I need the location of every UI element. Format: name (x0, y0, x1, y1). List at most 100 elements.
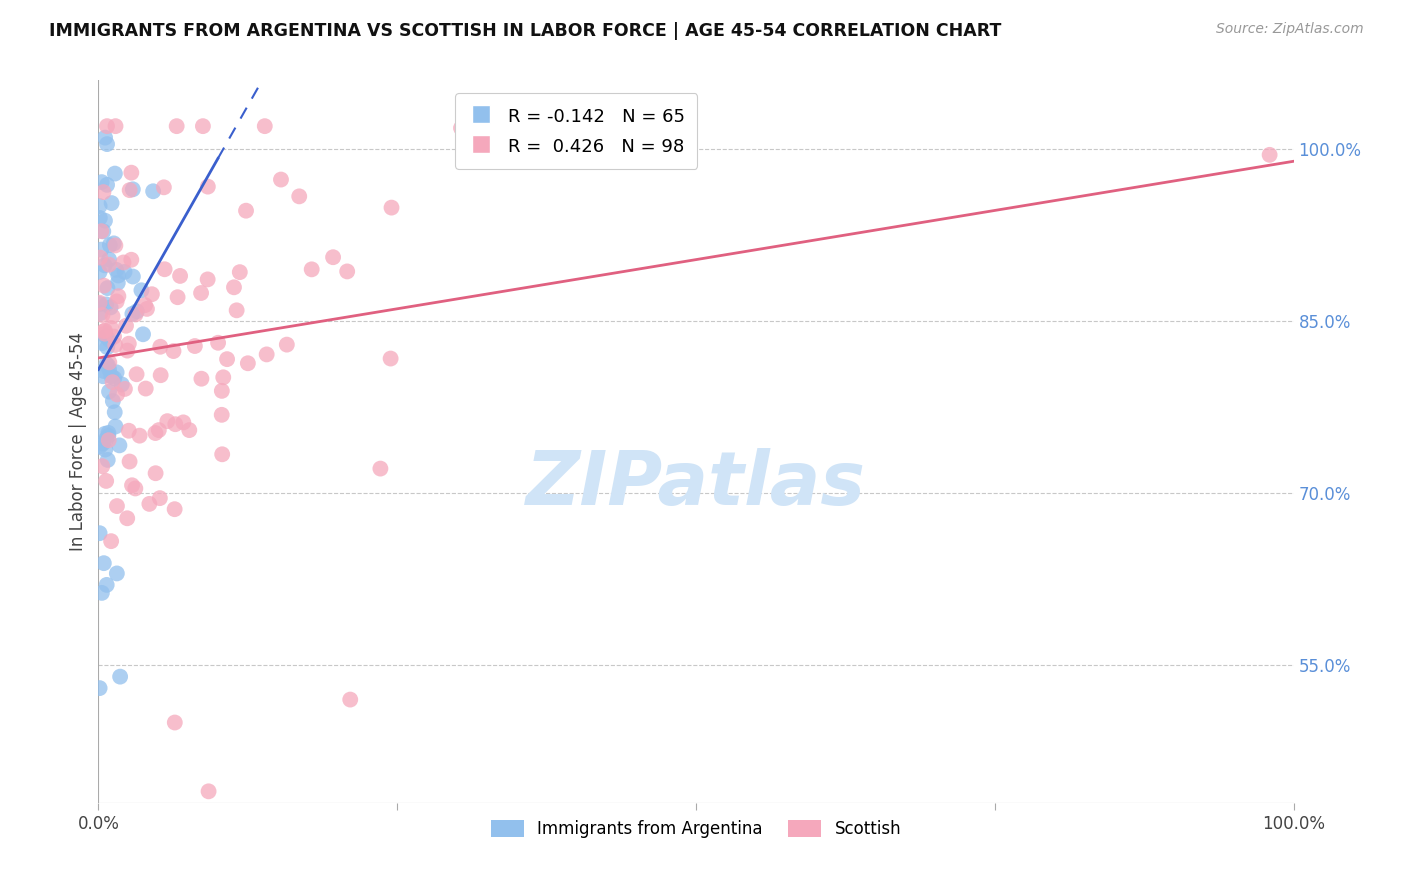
Point (93, 364, 115, 378)
Point (125, 368, 148, 382)
Point (148, 423, 170, 437)
Point (103, 371, 125, 385)
Point (153, 180, 176, 194)
Point (120, 252, 142, 267)
Point (107, 276, 129, 290)
Point (96, 119, 118, 133)
Point (236, 356, 259, 370)
Point (270, 172, 292, 186)
Point (149, 491, 172, 505)
Point (91, 369, 114, 384)
Point (145, 467, 167, 481)
Point (115, 511, 138, 525)
Point (191, 119, 214, 133)
Point (98, 355, 121, 369)
Point (166, 119, 188, 133)
Point (103, 236, 125, 251)
Point (90, 586, 112, 600)
Point (124, 482, 146, 496)
Point (97, 425, 120, 440)
Point (89, 526, 111, 541)
Point (339, 692, 361, 706)
Point (169, 268, 191, 283)
Text: IMMIGRANTS FROM ARGENTINA VS SCOTTISH IN LABOR FORCE | AGE 45-54 CORRELATION CHA: IMMIGRANTS FROM ARGENTINA VS SCOTTISH IN… (49, 22, 1001, 40)
Point (132, 327, 155, 342)
Point (96, 578, 118, 592)
Point (100, 321, 122, 335)
Point (166, 290, 188, 304)
Point (121, 182, 143, 196)
Point (104, 119, 127, 133)
Point (101, 394, 124, 409)
Point (105, 294, 128, 309)
Point (96, 474, 118, 488)
Point (104, 419, 127, 434)
Point (118, 424, 141, 438)
Point (104, 167, 127, 181)
Point (217, 352, 239, 367)
Point (163, 502, 186, 516)
Y-axis label: In Labor Force | Age 45-54: In Labor Force | Age 45-54 (69, 332, 87, 551)
Point (179, 423, 201, 437)
Point (107, 268, 129, 283)
Point (93, 324, 115, 338)
Point (136, 301, 159, 316)
Point (145, 425, 167, 440)
Point (89, 251, 111, 265)
Point (108, 670, 131, 684)
Point (276, 337, 298, 351)
Point (90, 224, 112, 238)
Point (96, 340, 118, 354)
Point (207, 335, 229, 350)
Point (197, 784, 219, 798)
Point (98, 362, 121, 376)
Point (125, 304, 148, 318)
Point (98, 238, 121, 252)
Point (108, 438, 131, 452)
Point (89, 211, 111, 225)
Point (96, 357, 118, 371)
Point (197, 272, 219, 286)
Point (212, 370, 235, 384)
Point (100, 534, 122, 549)
Point (89, 297, 111, 311)
Point (98, 258, 121, 272)
Point (98, 384, 121, 399)
Point (91, 459, 114, 474)
Point (105, 499, 128, 513)
Point (165, 417, 187, 432)
Point (124, 308, 146, 322)
Point (450, 121, 472, 136)
Point (184, 339, 207, 353)
Point (94, 432, 117, 446)
Point (370, 461, 392, 475)
Point (94, 130, 117, 145)
Point (105, 262, 128, 277)
Point (101, 310, 124, 324)
Point (96, 137, 118, 152)
Point (138, 497, 160, 511)
Point (94, 324, 117, 338)
Point (98, 252, 121, 267)
Point (256, 347, 278, 361)
Point (89, 306, 111, 320)
Point (105, 387, 128, 401)
Point (96, 178, 118, 192)
Point (101, 375, 124, 389)
Point (190, 372, 212, 386)
Point (104, 338, 127, 352)
Point (104, 238, 127, 252)
Point (197, 179, 219, 194)
Point (235, 203, 257, 218)
Point (115, 318, 138, 333)
Point (97, 453, 120, 467)
Point (134, 298, 156, 312)
Point (89, 295, 111, 310)
Point (172, 416, 194, 430)
Point (121, 307, 143, 321)
Point (114, 265, 136, 279)
Text: ZIPatlas: ZIPatlas (526, 449, 866, 522)
Point (90, 243, 112, 257)
Point (112, 255, 135, 269)
Point (90, 175, 112, 189)
